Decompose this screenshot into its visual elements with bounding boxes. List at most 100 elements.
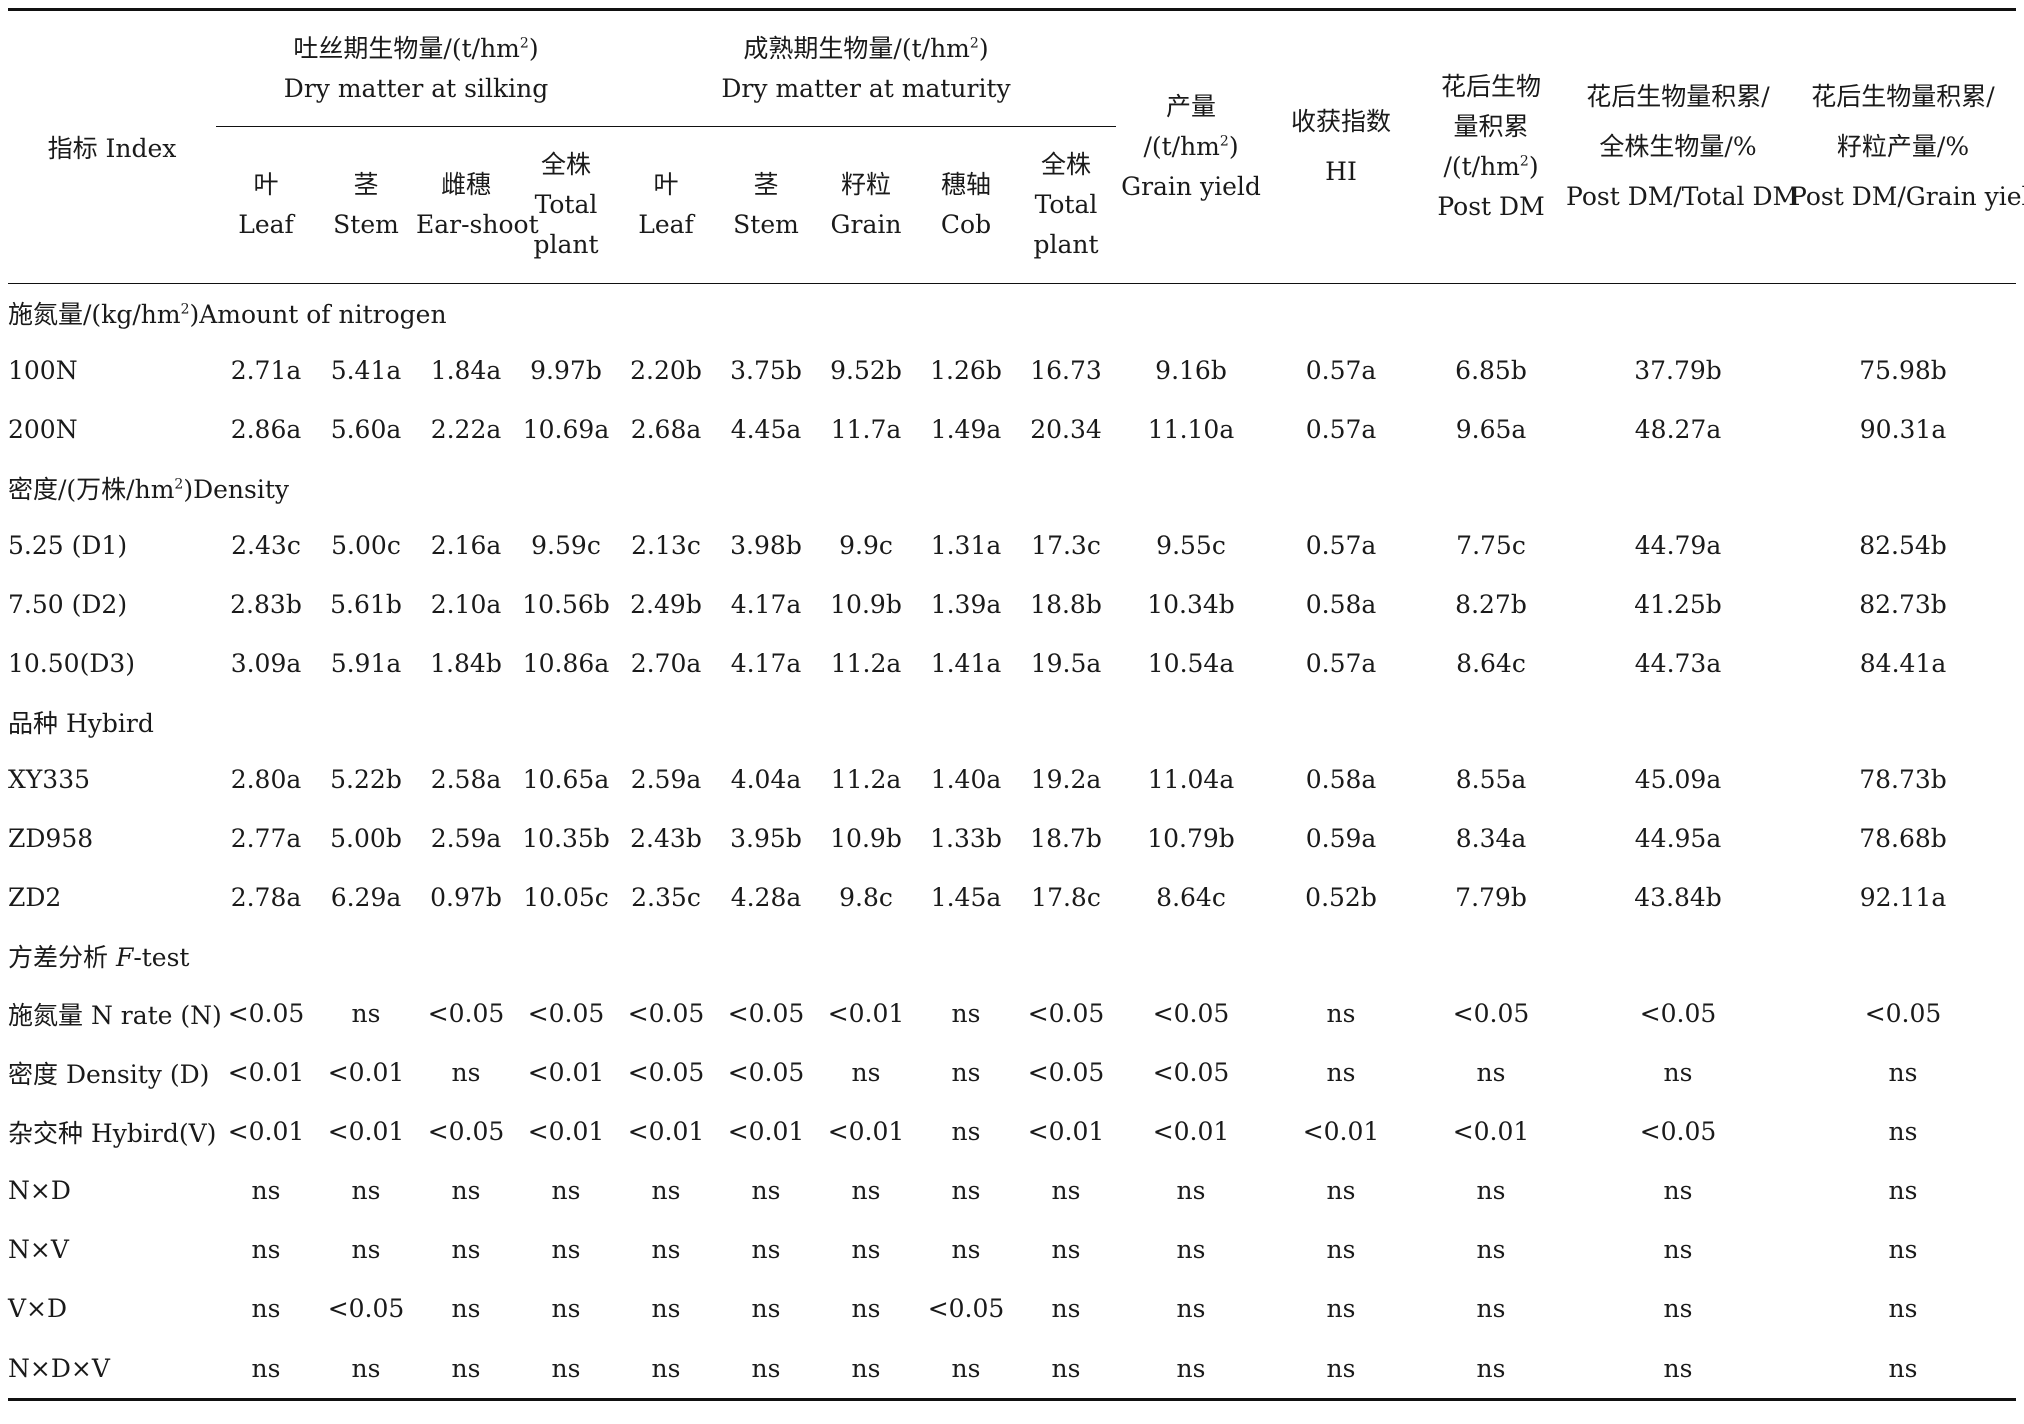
table-cell: 0.58a	[1305, 590, 1377, 619]
table-cell: 1.33b	[930, 824, 1002, 853]
table-row: 200N 2.86a 5.60a 2.22a 10.69a 2.68a 4.45a 11.7a…	[8, 400, 2016, 459]
table-cell: 10.05c	[523, 883, 609, 912]
table-cell: 75.98b	[1859, 356, 1947, 385]
table-cell: <0.05	[627, 999, 705, 1028]
biomass-table: 指标 Index 吐丝期生物量/(t/hm2) Dry matter at si…	[8, 8, 2024, 1401]
row-label: 施氮量 N rate (N)	[8, 1000, 222, 1030]
table-cell: <0.01	[527, 1117, 605, 1146]
table-cell: <0.05	[1152, 999, 1230, 1028]
table-cell: ns	[451, 1058, 481, 1087]
table-cell: 0.57a	[1305, 415, 1377, 444]
table-cell: <0.05	[727, 1058, 805, 1087]
table-cell: ns	[1888, 1176, 1918, 1205]
table-cell: 1.40a	[930, 765, 1002, 794]
table-cell: 10.86a	[522, 649, 610, 678]
table-cell: 7.79b	[1455, 883, 1527, 912]
table-cell: 1.41a	[930, 649, 1002, 678]
post-grain-header: 花后生物量积累/ 籽粒产量/% Post DM/Grain yield	[1790, 8, 2024, 284]
mat-leaf-header: 叶 Leaf	[638, 170, 694, 239]
table-cell: 2.70a	[630, 649, 702, 678]
table-cell: 2.58a	[430, 765, 502, 794]
table-cell: ns	[1663, 1235, 1693, 1264]
table-cell: 90.31a	[1859, 415, 1947, 444]
row-label: N×D×V	[8, 1338, 216, 1401]
table-cell: 5.61b	[330, 590, 402, 619]
table-cell: 2.49b	[630, 590, 702, 619]
table-cell: ns	[1476, 1235, 1506, 1264]
table-row: 5.25 (D1) 2.43c 5.00c 2.16a 9.59c 2.13c 3.98b 9…	[8, 516, 2016, 575]
table-cell: 2.20b	[630, 356, 702, 385]
table-cell: ns	[351, 1235, 381, 1264]
table-cell: 10.9b	[830, 824, 902, 853]
table-cell: <0.05	[1639, 1117, 1717, 1146]
table-cell: ns	[551, 1176, 581, 1205]
table-cell: 1.49a	[930, 415, 1002, 444]
results-table-container: 指标 Index 吐丝期生物量/(t/hm2) Dry matter at si…	[8, 8, 2024, 1401]
table-cell: ns	[1051, 1294, 1081, 1323]
table-cell: 20.34	[1030, 415, 1102, 444]
table-cell: 9.8c	[839, 883, 893, 912]
table-cell: 1.84a	[430, 356, 502, 385]
table-cell: 1.84b	[430, 649, 502, 678]
table-cell: ns	[451, 1235, 481, 1264]
row-label: 密度 Density (D)	[8, 1059, 210, 1089]
silk-total-header: 全株 Total plant	[533, 150, 599, 259]
table-cell: <0.01	[227, 1058, 305, 1087]
table-cell: 18.7b	[1030, 824, 1102, 853]
table-cell: ns	[851, 1235, 881, 1264]
table-cell: 2.80a	[230, 765, 302, 794]
table-cell: ns	[451, 1294, 481, 1323]
table-cell: 5.00c	[331, 531, 401, 560]
table-cell: ns	[951, 999, 981, 1028]
table-cell: 48.27a	[1634, 415, 1722, 444]
table-cell: <0.05	[627, 1058, 705, 1087]
table-row: 杂交种 Hybird(V) <0.01 <0.01 <0.05 <0.01 <0.01 <0…	[8, 1102, 2016, 1161]
index-header: 指标 Index	[8, 8, 216, 284]
silking-group-header: 吐丝期生物量/(t/hm2) Dry matter at silking	[216, 8, 616, 127]
row-label: N×D	[8, 1176, 71, 1205]
table-cell: 7.75c	[1456, 531, 1526, 560]
table-cell: 0.52b	[1305, 883, 1377, 912]
table-cell: ns	[251, 1235, 281, 1264]
table-cell: ns	[816, 1338, 916, 1401]
section-label: 品种 Hybird	[8, 708, 154, 738]
table-cell: 84.41a	[1859, 649, 1947, 678]
table-cell: 11.10a	[1147, 415, 1235, 444]
table-cell: ns	[516, 1338, 616, 1401]
table-cell: 11.2a	[830, 765, 902, 794]
table-cell: 4.17a	[730, 590, 802, 619]
table-cell: <0.05	[427, 999, 505, 1028]
table-cell: 9.9c	[839, 531, 893, 560]
table-cell: ns	[1016, 1338, 1117, 1401]
table-cell: 2.22a	[430, 415, 502, 444]
row-label: 7.50 (D2)	[8, 590, 128, 619]
table-cell: 2.16a	[430, 531, 502, 560]
table-cell: ns	[616, 1338, 716, 1401]
table-cell: ns	[251, 1176, 281, 1205]
table-cell: <0.05	[527, 999, 605, 1028]
mat-total-header: 全株 Total plant	[1033, 150, 1099, 259]
table-cell: 44.95a	[1634, 824, 1722, 853]
table-cell: ns	[851, 1294, 881, 1323]
table-cell: <0.05	[227, 999, 305, 1028]
section-label: 密度/(万株/hm2)Density	[8, 474, 290, 504]
table-cell: 5.22b	[330, 765, 402, 794]
table-cell: ns	[951, 1176, 981, 1205]
table-cell: <0.05	[1027, 1058, 1105, 1087]
maturity-group-header: 成熟期生物量/(t/hm2) Dry matter at maturity	[616, 8, 1117, 127]
table-cell: 17.3c	[1031, 531, 1101, 560]
table-cell: 8.55a	[1455, 765, 1527, 794]
table-cell: ns	[1888, 1235, 1918, 1264]
table-cell: 2.68a	[630, 415, 702, 444]
table-row: ZD2 2.78a 6.29a 0.97b 10.05c 2.35c 4.28a 9.8c 1.…	[8, 868, 2016, 927]
table-cell: 10.79b	[1147, 824, 1235, 853]
row-label: 杂交种 Hybird(V)	[8, 1118, 217, 1148]
table-cell: 43.84b	[1634, 883, 1722, 912]
row-label: ZD958	[8, 824, 94, 853]
table-cell: ns	[316, 1338, 416, 1401]
table-cell: 5.60a	[330, 415, 402, 444]
table-cell: 82.54b	[1859, 531, 1947, 560]
table-cell: ns	[351, 1176, 381, 1205]
row-label: 10.50(D3)	[8, 649, 136, 678]
table-cell: 37.79b	[1634, 356, 1722, 385]
